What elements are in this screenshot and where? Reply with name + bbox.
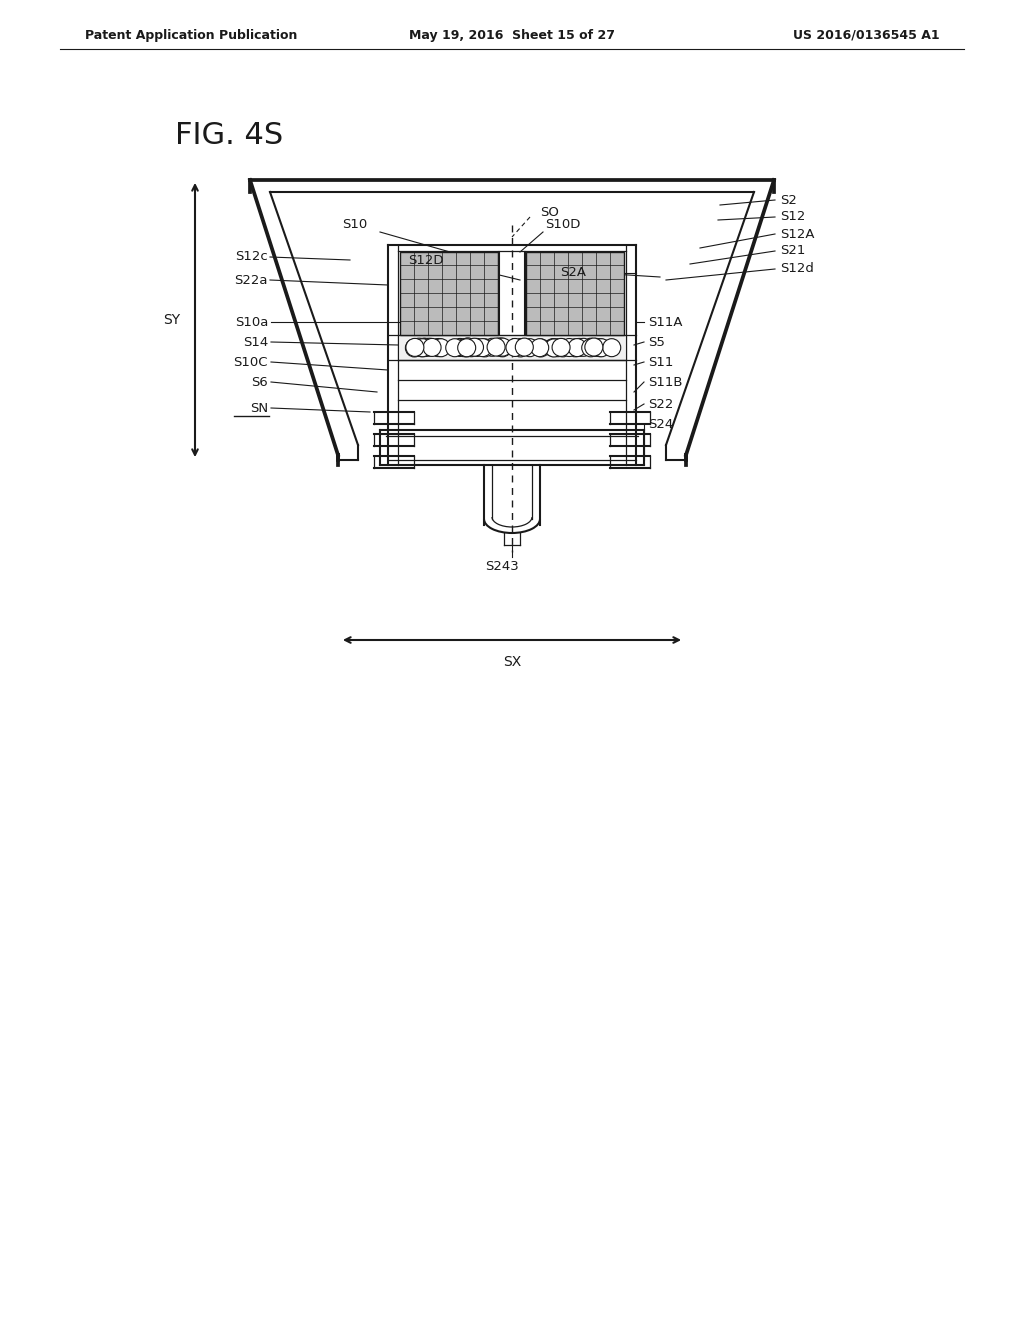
Text: S2A: S2A (560, 267, 586, 280)
Text: S12d: S12d (780, 263, 814, 276)
Circle shape (566, 339, 585, 356)
Circle shape (416, 338, 434, 356)
Bar (526, 252, 624, 335)
Text: S11B: S11B (648, 375, 683, 388)
Circle shape (574, 338, 593, 356)
Circle shape (531, 339, 550, 356)
Text: S11: S11 (648, 355, 674, 368)
Circle shape (459, 338, 476, 356)
Text: SY: SY (163, 313, 180, 327)
Circle shape (413, 339, 431, 356)
Circle shape (487, 338, 505, 356)
Circle shape (476, 339, 494, 356)
Circle shape (587, 338, 605, 356)
Text: SO: SO (540, 206, 559, 219)
Circle shape (466, 338, 483, 356)
Bar (398, 335, 626, 360)
Circle shape (414, 339, 432, 356)
Circle shape (462, 339, 480, 356)
Text: S12A: S12A (780, 227, 814, 240)
Text: S5: S5 (648, 335, 665, 348)
Circle shape (423, 338, 441, 356)
Circle shape (417, 338, 434, 356)
Circle shape (445, 339, 464, 356)
Circle shape (582, 339, 600, 356)
Circle shape (570, 338, 589, 356)
Text: SN: SN (250, 401, 268, 414)
Circle shape (511, 339, 529, 356)
Circle shape (489, 338, 508, 356)
Text: S14: S14 (243, 335, 268, 348)
Text: S22a: S22a (234, 273, 268, 286)
Circle shape (483, 338, 501, 356)
Circle shape (552, 338, 570, 356)
Circle shape (591, 339, 609, 356)
Circle shape (593, 339, 610, 356)
Circle shape (585, 338, 603, 356)
Circle shape (582, 338, 600, 356)
Text: S12D: S12D (408, 253, 443, 267)
Circle shape (474, 339, 492, 356)
Circle shape (429, 338, 446, 356)
Text: S12: S12 (780, 210, 805, 223)
Text: S24: S24 (648, 417, 673, 430)
Circle shape (560, 338, 579, 356)
Circle shape (554, 339, 571, 356)
Text: S2: S2 (780, 194, 797, 206)
Circle shape (458, 339, 476, 356)
Circle shape (451, 338, 469, 356)
Text: S6: S6 (251, 375, 268, 388)
Circle shape (456, 339, 473, 356)
Circle shape (415, 338, 432, 356)
Text: S10C: S10C (233, 355, 268, 368)
Circle shape (603, 339, 621, 356)
Circle shape (406, 338, 424, 356)
Circle shape (411, 338, 428, 356)
Circle shape (459, 338, 477, 356)
Circle shape (549, 339, 567, 356)
Circle shape (421, 338, 438, 356)
Text: May 19, 2016  Sheet 15 of 27: May 19, 2016 Sheet 15 of 27 (409, 29, 615, 41)
Circle shape (521, 339, 539, 356)
Text: S10a: S10a (234, 315, 268, 329)
Bar (400, 252, 498, 335)
Text: S21: S21 (780, 244, 805, 257)
Circle shape (515, 338, 534, 356)
Text: S243: S243 (485, 561, 519, 573)
Text: S10D: S10D (545, 219, 581, 231)
Text: SX: SX (503, 655, 521, 669)
Circle shape (430, 338, 447, 356)
Circle shape (544, 338, 562, 356)
Circle shape (458, 339, 476, 356)
Circle shape (512, 338, 530, 356)
Text: S10: S10 (342, 219, 368, 231)
Circle shape (506, 338, 524, 356)
Circle shape (494, 339, 511, 356)
Circle shape (432, 339, 450, 356)
Circle shape (494, 338, 512, 356)
Circle shape (530, 339, 549, 356)
Text: S11A: S11A (648, 315, 683, 329)
Circle shape (406, 339, 423, 356)
Text: US 2016/0136545 A1: US 2016/0136545 A1 (794, 29, 940, 41)
Circle shape (493, 338, 510, 356)
Circle shape (545, 339, 563, 356)
Text: S12c: S12c (236, 251, 268, 264)
Text: Patent Application Publication: Patent Application Publication (85, 29, 297, 41)
Text: S22: S22 (648, 397, 674, 411)
Circle shape (468, 338, 486, 356)
Text: FIG. 4S: FIG. 4S (175, 120, 284, 149)
Circle shape (568, 339, 586, 356)
